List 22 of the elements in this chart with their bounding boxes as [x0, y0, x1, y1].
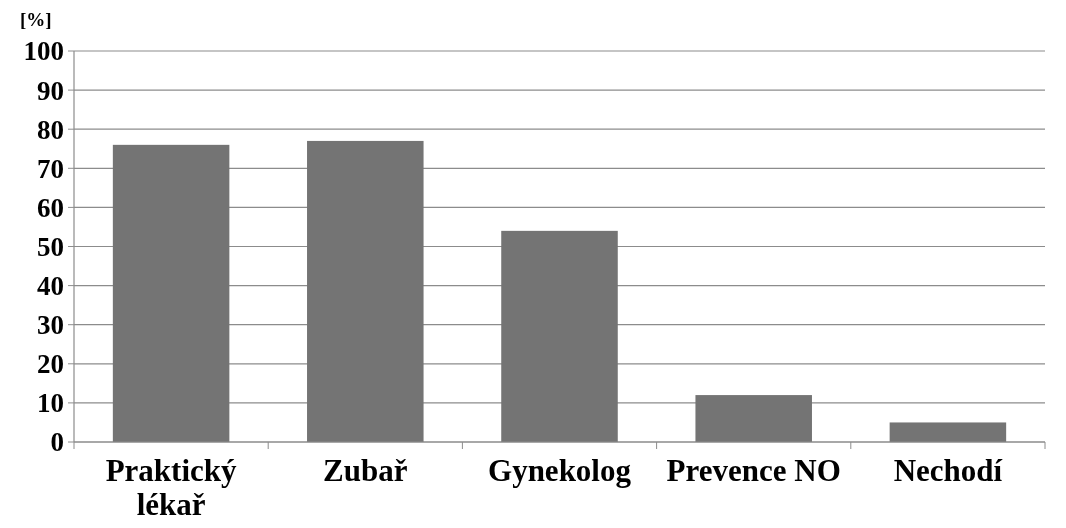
x-tick-label: Gynekolog — [488, 453, 632, 488]
x-tick-label: Nechodí — [893, 453, 1003, 488]
y-tick-label: 30 — [37, 310, 64, 341]
y-tick-label: 10 — [37, 388, 64, 419]
y-tick-label: 80 — [37, 114, 64, 145]
y-tick-label: 60 — [37, 192, 64, 223]
bar — [112, 144, 230, 442]
bar — [889, 422, 1007, 442]
y-tick-label: 20 — [37, 349, 64, 380]
x-tick-label: Praktický lékař — [105, 453, 238, 522]
bar — [695, 395, 812, 442]
y-tick-label: 100 — [23, 36, 64, 67]
y-tick-label: 50 — [37, 231, 64, 262]
x-tick-label: Zubař — [323, 453, 408, 488]
bar — [501, 230, 618, 442]
y-tick-label: 90 — [37, 75, 64, 106]
y-axis-title: [%] — [20, 9, 52, 30]
bar — [307, 140, 424, 442]
y-tick-label: 40 — [37, 271, 64, 302]
y-tick-label: 0 — [50, 427, 64, 458]
y-tick-label: 70 — [37, 153, 64, 184]
x-tick-label: Prevence NO — [666, 453, 841, 488]
